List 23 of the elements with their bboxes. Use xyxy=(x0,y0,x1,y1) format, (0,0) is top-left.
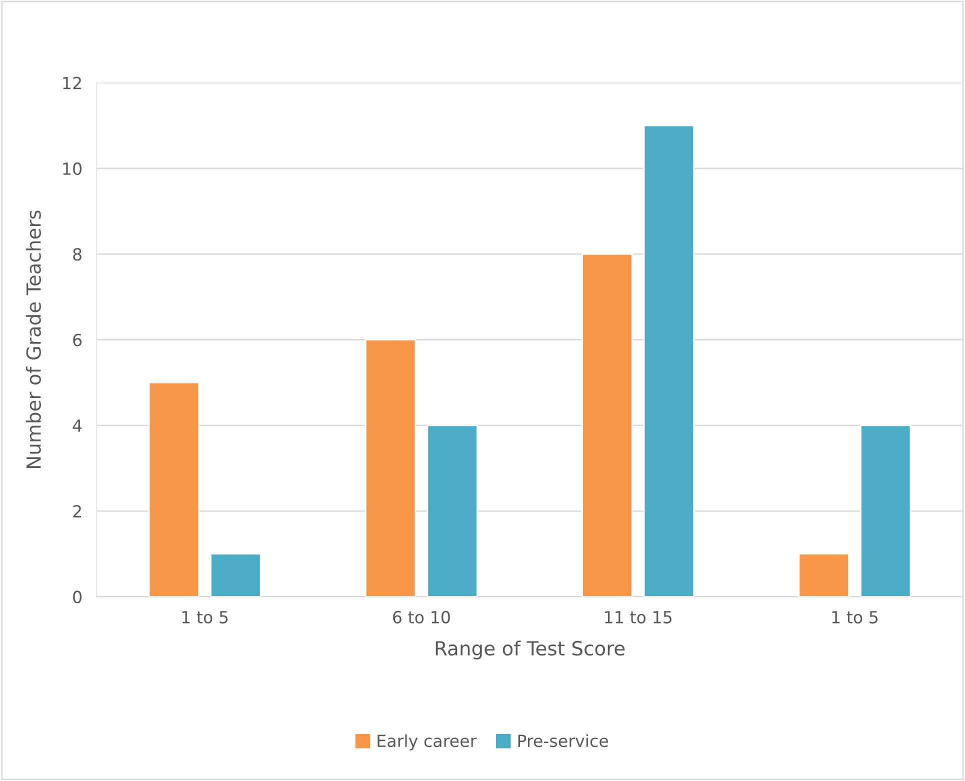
bar xyxy=(426,424,478,597)
bar xyxy=(210,553,262,597)
bar xyxy=(860,424,912,597)
x-tick-label: 1 to 5 xyxy=(832,611,878,624)
bar xyxy=(582,253,633,597)
y-tick-label: 0 xyxy=(73,590,82,604)
y-tick-label: 8 xyxy=(73,248,82,261)
x-tick-label: 11 to 15 xyxy=(605,611,672,624)
y-tick-label: 2 xyxy=(73,504,81,518)
bar xyxy=(798,553,850,597)
y-tick-label: 10 xyxy=(63,162,82,176)
y-tick-label: 12 xyxy=(63,76,81,90)
y-axis-title: Number of Grade Teachers xyxy=(26,210,41,468)
legend-label: Early career xyxy=(378,734,477,750)
legend-label: Pre-service xyxy=(518,734,608,748)
bar xyxy=(148,382,200,597)
y-tick-label: 6 xyxy=(73,334,82,346)
x-tick-label: 6 to 10 xyxy=(393,610,450,624)
x-tick-label: 1 to 5 xyxy=(182,611,228,624)
y-tick-label: 4 xyxy=(72,420,82,432)
x-axis-title: Range of Test Score xyxy=(436,640,625,660)
bar xyxy=(643,124,695,597)
bar xyxy=(364,339,416,597)
